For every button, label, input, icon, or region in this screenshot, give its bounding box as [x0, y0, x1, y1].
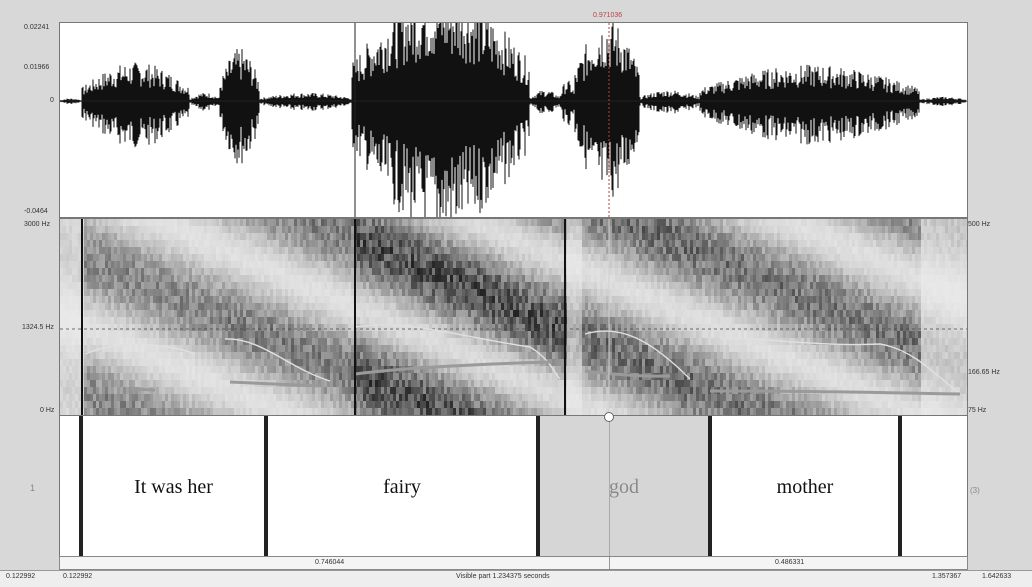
tier-left-label: 1 — [30, 483, 35, 493]
status-bar: 0.122992 0.122992 Visible part 1.234375 … — [0, 570, 1032, 587]
waveform-panel[interactable] — [59, 22, 968, 218]
spec-mid-label: 1324.5 Hz — [22, 324, 54, 331]
wave-ymid-label: 0.01966 — [24, 64, 49, 71]
duration-left: 0.746044 — [315, 559, 344, 566]
spec-top-label: 3000 Hz — [24, 221, 50, 228]
cursor-time-readout: 0.971036 — [593, 12, 622, 19]
pitch-mid-label: 166.65 Hz — [968, 369, 1000, 376]
waveform-plot — [60, 23, 967, 217]
wave-ymin-label: -0.0464 — [24, 208, 48, 215]
pitch-bottom-label: 75 Hz — [968, 407, 986, 414]
interval-boundary[interactable] — [898, 416, 902, 557]
tier-right-label: (3) — [970, 486, 980, 495]
spectrogram-plot — [60, 219, 967, 415]
visible-start-time[interactable]: 0.122992 — [63, 573, 92, 580]
spec-bottom-label: 0 Hz — [40, 407, 54, 414]
interval-label[interactable]: god — [540, 476, 708, 499]
total-end-time[interactable]: 1.642633 — [982, 573, 1011, 580]
interval-label[interactable]: It was her — [83, 476, 264, 499]
interval-label[interactable]: mother — [712, 476, 898, 499]
wave-zero-label: 0 — [50, 97, 54, 104]
visible-end-time[interactable]: 1.357367 — [932, 573, 961, 580]
textgrid-tier[interactable]: It was her fairy god mother — [59, 415, 968, 558]
pitch-top-label: 500 Hz — [968, 221, 990, 228]
total-start-time[interactable]: 0.122992 — [6, 573, 35, 580]
visible-part-label[interactable]: Visible part 1.234375 seconds — [456, 573, 550, 580]
duration-right: 0.486331 — [775, 559, 804, 566]
cursor-handle[interactable] — [604, 412, 614, 422]
duration-bar[interactable]: 0.746044 0.486331 — [59, 556, 968, 570]
interval-label[interactable]: fairy — [268, 476, 536, 499]
spectrogram-panel[interactable] — [59, 218, 968, 416]
wave-ymax-label: 0.02241 — [24, 24, 49, 31]
waveform-trace — [60, 23, 966, 217]
